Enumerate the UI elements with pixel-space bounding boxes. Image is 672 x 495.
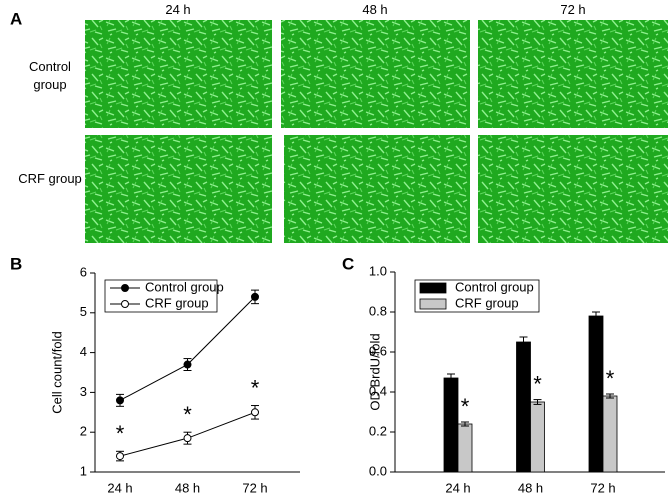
bar [516, 341, 531, 473]
series-line [119, 296, 256, 401]
y-tick-label: 5 [80, 304, 87, 319]
y-tick-label: 3 [80, 384, 87, 399]
x-tick-label: 72 h [590, 480, 615, 495]
micrograph [85, 135, 272, 243]
legend-label: Control group [455, 279, 534, 294]
column-label: 48 h [362, 2, 388, 17]
significance: * [183, 402, 192, 427]
legend-label: Control group [145, 279, 224, 294]
micrograph [478, 20, 668, 128]
y-axis-label: OD BrdU/fold [367, 333, 382, 410]
y-tick-label: 1.0 [369, 263, 387, 278]
panel-label: A [10, 9, 22, 28]
micrographs [85, 20, 668, 243]
y-tick-label: 2 [80, 424, 87, 439]
row-label: Control group [29, 59, 71, 92]
y-tick-label: 0.0 [369, 463, 387, 478]
bar [588, 315, 604, 473]
panel-label: B [10, 254, 22, 273]
row-label: CRF group [18, 171, 82, 186]
column-label: 24 h [165, 2, 191, 17]
marker [183, 434, 192, 443]
marker [116, 452, 124, 461]
column-label: 72 h [560, 2, 586, 17]
y-tick-label: 4 [80, 344, 87, 359]
y-tick-label: 1 [80, 463, 87, 478]
bar [443, 377, 459, 473]
micrograph [478, 135, 668, 243]
y-tick-label: 0.8 [369, 303, 387, 318]
marker [183, 360, 192, 369]
micrograph [284, 135, 470, 243]
micrograph [281, 20, 470, 128]
significance: * [533, 371, 542, 396]
x-tick-label: 24 h [107, 480, 132, 495]
bar [530, 401, 545, 473]
marker [116, 396, 124, 405]
legend-swatch [419, 282, 447, 294]
y-tick-label: 0.6 [369, 343, 387, 358]
x-tick-label: 24 h [445, 480, 470, 495]
legend-label: CRF group [455, 295, 519, 310]
y-tick-label: 6 [80, 264, 87, 279]
legend-swatch [419, 298, 447, 310]
legend-marker [121, 300, 129, 308]
significance: * [606, 366, 615, 391]
panel-label: C [342, 254, 354, 273]
x-tick-label: 48 h [175, 480, 200, 495]
marker [251, 408, 259, 417]
bar [457, 423, 473, 473]
legend-marker [121, 284, 129, 292]
marker [251, 292, 259, 301]
micrograph [85, 20, 272, 128]
significance: * [116, 421, 125, 446]
significance: * [251, 375, 260, 400]
legend-label: CRF group [145, 295, 209, 310]
significance: * [461, 394, 470, 419]
x-tick-label: 72 h [242, 480, 267, 495]
y-axis-label: Cell count/fold [49, 331, 64, 413]
x-tick-label: 48 h [518, 480, 543, 495]
bar [602, 395, 618, 473]
y-tick-label: 0.4 [369, 383, 387, 398]
y-tick-label: 0.2 [369, 423, 387, 438]
